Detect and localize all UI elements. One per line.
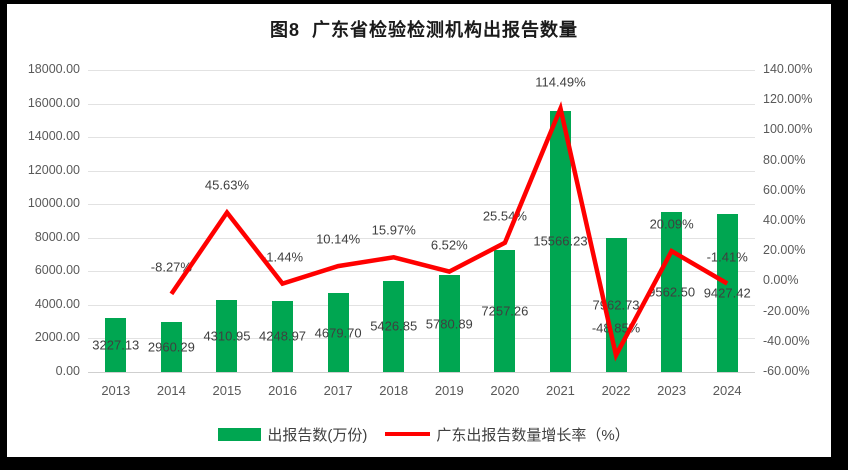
y-axis-left-label: 2000.00 (34, 330, 80, 345)
gridline (88, 304, 755, 306)
line-value-label: -48.85% (591, 320, 641, 336)
y-axis-right-label: -20.00% (763, 303, 810, 318)
x-axis-label: 2024 (712, 383, 742, 398)
legend-bar-swatch (218, 427, 262, 441)
x-axis-label: 2021 (545, 383, 575, 398)
y-axis-left-label: 6000.00 (34, 263, 80, 278)
bar-value-label: 4310.95 (203, 328, 251, 344)
bar-value-label: 5426.85 (370, 318, 418, 334)
y-axis-right-label: 120.00% (763, 92, 813, 107)
y-axis-right-label: 100.00% (763, 122, 813, 137)
bar-value-label: 5780.89 (425, 316, 473, 331)
legend-line-swatch (385, 431, 431, 437)
line-value-label: 114.49% (535, 74, 586, 90)
bar-value-label: 9427.42 (703, 285, 751, 301)
y-axis-left-label: 4000.00 (34, 296, 80, 311)
legend-line-label: 广东出报告数量增长率（%） (436, 426, 630, 444)
bar-value-label: 3227.13 (92, 337, 140, 353)
x-axis-label: 2015 (212, 383, 242, 398)
gridline (88, 137, 755, 139)
gridline (88, 372, 755, 373)
bar-value-label: 7257.26 (481, 303, 529, 319)
bar-value-label: 4248.97 (259, 328, 307, 344)
gridline (88, 70, 755, 71)
line-value-label: 10.14% (316, 231, 361, 247)
x-axis-label: 2017 (323, 383, 353, 398)
page-border-top (0, 0, 848, 4)
line-value-label: -1.44% (261, 249, 304, 265)
y-axis-right-label: 0.00% (763, 273, 799, 288)
line-value-label: 25.54% (482, 208, 527, 224)
y-axis-left-label: 14000.00 (27, 129, 80, 144)
line-value-label: 6.52% (430, 237, 468, 253)
y-axis-left-label: 0.00 (55, 364, 80, 378)
gridline (88, 237, 755, 239)
y-axis-right-label: 140.00% (763, 62, 813, 76)
gridline (88, 170, 755, 172)
legend: 出报告数(万份) 广东出报告数量增长率（%） (0, 423, 848, 445)
x-axis-label: 2013 (101, 383, 131, 398)
page-border-bottom (0, 457, 848, 470)
line-value-label: -8.27% (150, 259, 192, 275)
line-value-label: 15.97% (371, 222, 416, 238)
y-axis-left-label: 12000.00 (27, 162, 80, 177)
bar-value-label: 2960.29 (147, 339, 195, 355)
line-value-label: -1.41% (706, 249, 748, 265)
x-axis-label: 2019 (434, 383, 464, 398)
x-axis-label: 2023 (657, 383, 687, 398)
x-axis-label: 2016 (268, 383, 297, 398)
x-axis-label: 2018 (379, 383, 409, 398)
x-axis-label: 2014 (156, 383, 186, 398)
y-axis-right-label: 20.00% (763, 243, 806, 258)
y-axis-right-label: 60.00% (763, 182, 806, 197)
y-axis-right-label: -60.00% (763, 364, 810, 378)
y-axis-right-label: -40.00% (763, 333, 810, 348)
bar-value-label: 15566.23 (533, 233, 588, 249)
bar-value-label: 4679.70 (314, 325, 362, 341)
legend-bar-label: 出报告数(万份) (267, 426, 368, 444)
y-axis-left-label: 16000.00 (27, 95, 80, 110)
line-value-label: 45.63% (204, 177, 249, 193)
gridline (88, 103, 755, 105)
y-axis-right-label: 80.00% (763, 152, 806, 167)
bar-2013 (105, 317, 127, 372)
y-axis-right-label: 40.00% (763, 213, 806, 227)
y-axis-left-label: 18000.00 (27, 62, 80, 76)
bar-value-label: 9562.50 (648, 284, 696, 300)
line-value-label: 20.09% (649, 216, 694, 232)
x-axis-label: 2022 (601, 383, 631, 398)
y-axis-left-label: 10000.00 (27, 196, 80, 211)
page-border-left (0, 0, 7, 470)
gridline (88, 204, 755, 206)
chart-title: 图8 广东省检验检测机构出报告数量 (269, 20, 578, 40)
bar-value-label: 7962.73 (592, 297, 640, 313)
x-axis-label: 2020 (490, 383, 520, 398)
y-axis-left-label: 8000.00 (34, 229, 80, 244)
page-border-right (831, 0, 848, 470)
